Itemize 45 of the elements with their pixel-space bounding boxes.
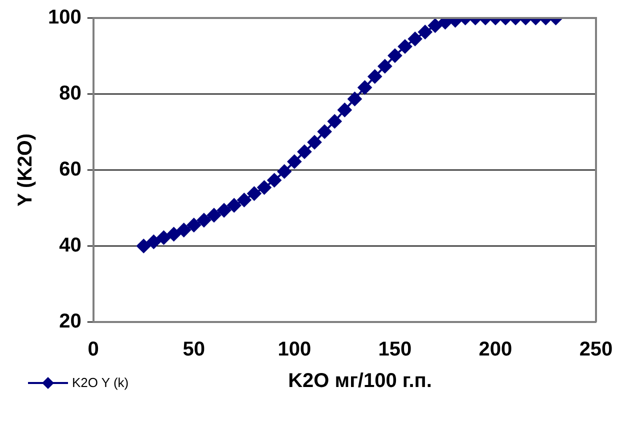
point	[136, 239, 151, 253]
legend-label: K2O Y (k)	[72, 375, 129, 390]
point	[318, 124, 332, 139]
y-tick-label: 100	[48, 6, 82, 29]
point	[378, 59, 392, 74]
point	[308, 135, 322, 150]
point	[166, 227, 181, 242]
point	[328, 114, 342, 128]
point	[267, 173, 282, 188]
point	[388, 48, 402, 63]
point	[338, 102, 352, 117]
point	[196, 213, 211, 228]
point	[207, 208, 221, 222]
y-tick-label: 40	[59, 234, 82, 257]
point	[176, 223, 191, 238]
y-tick-label: 60	[59, 158, 82, 181]
y-axis-title: Y (K2O)	[14, 134, 37, 206]
y-tick-label: 20	[59, 310, 82, 333]
point	[287, 154, 302, 169]
point	[408, 32, 422, 46]
point	[438, 18, 452, 30]
point	[257, 180, 272, 194]
x-tick-label: 200	[478, 338, 512, 361]
point	[398, 40, 412, 54]
point	[297, 144, 312, 159]
point	[428, 18, 442, 33]
point	[237, 193, 252, 208]
x-tick-label: 50	[182, 338, 206, 361]
x-tick-label: 0	[88, 338, 99, 361]
point	[358, 80, 372, 95]
point	[156, 230, 171, 245]
x-tick-label: 100	[278, 338, 312, 361]
point	[348, 92, 362, 106]
point	[146, 234, 161, 249]
point	[277, 164, 292, 179]
x-tick-label: 250	[579, 338, 613, 361]
x-tick-label: 150	[378, 338, 412, 361]
point	[227, 198, 242, 212]
point	[418, 25, 432, 40]
point	[217, 203, 232, 218]
x-axis-title: K2O мг/100 г.п.	[287, 370, 433, 393]
y-tick-label: 80	[59, 82, 82, 105]
point	[186, 218, 201, 232]
point	[368, 70, 382, 84]
point	[247, 186, 262, 201]
